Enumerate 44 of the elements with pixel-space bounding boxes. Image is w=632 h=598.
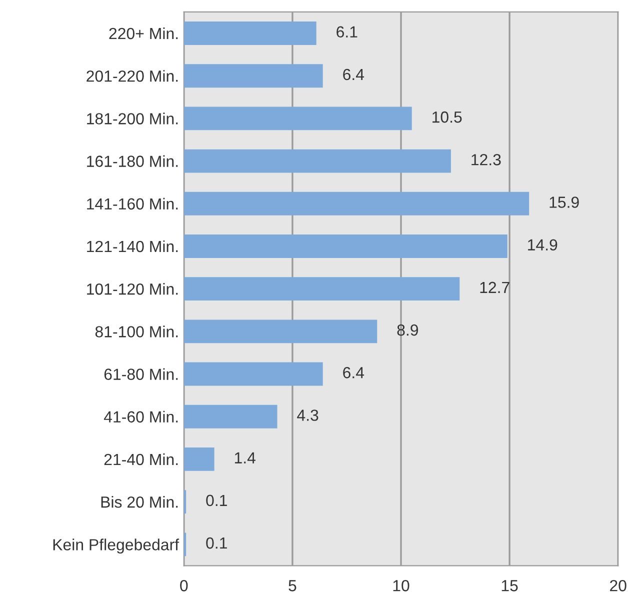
y-tick-label: 141-160 Min.: [87, 198, 178, 210]
data-label: 12.3: [472, 154, 501, 166]
bar: [184, 532, 186, 556]
y-tick-label: 41-60 Min.: [104, 410, 178, 423]
data-label: 0.1: [206, 537, 227, 549]
y-tick-label: 121-140 Min.: [87, 240, 178, 252]
bar: [184, 448, 214, 471]
data-label: 1.4: [234, 452, 256, 464]
data-label: 6.4: [343, 68, 364, 80]
bar: [184, 149, 451, 173]
bar: [184, 362, 323, 386]
data-label: 8.9: [397, 324, 418, 336]
data-label: 6.1: [336, 26, 358, 38]
y-tick-label: 81-100 Min.: [95, 326, 178, 338]
bar: [184, 64, 323, 88]
x-tick-label: 10: [393, 580, 410, 592]
bar: [184, 234, 508, 258]
bar: [184, 106, 412, 130]
y-tick-label: 21-40 Min.: [104, 453, 178, 466]
y-tick-label: 220+ Min.: [109, 27, 178, 40]
x-tick-label: 20: [610, 580, 626, 592]
data-label: 4.3: [297, 410, 318, 421]
bar: [184, 404, 278, 428]
bar: [184, 22, 316, 45]
data-label: 10.5: [432, 111, 462, 123]
data-label: 6.4: [343, 367, 364, 378]
data-label: 12.7: [480, 282, 510, 293]
x-tick-label: 15: [502, 580, 518, 592]
y-tick-label: 101-120 Min.: [87, 283, 178, 295]
bar: [184, 490, 186, 514]
y-tick-label: 161-180 Min.: [87, 155, 178, 167]
bar: [184, 320, 378, 344]
x-tick-label: 0: [180, 580, 188, 592]
y-tick-label: 201-220 Min.: [86, 70, 178, 82]
bar: [184, 192, 530, 216]
y-tick-label: Bis 20 Min.: [101, 496, 178, 508]
y-tick-label: Kein Pflegebedarf: [53, 538, 180, 554]
data-label: 15.9: [550, 196, 579, 208]
data-label: 0.1: [206, 494, 227, 506]
data-label: 14.9: [528, 239, 558, 251]
bar: [184, 277, 460, 301]
y-tick-label: 181-200 Min.: [87, 112, 178, 124]
y-tick-label: 61-80 Min.: [104, 368, 178, 380]
x-tick-label: 5: [288, 580, 296, 592]
